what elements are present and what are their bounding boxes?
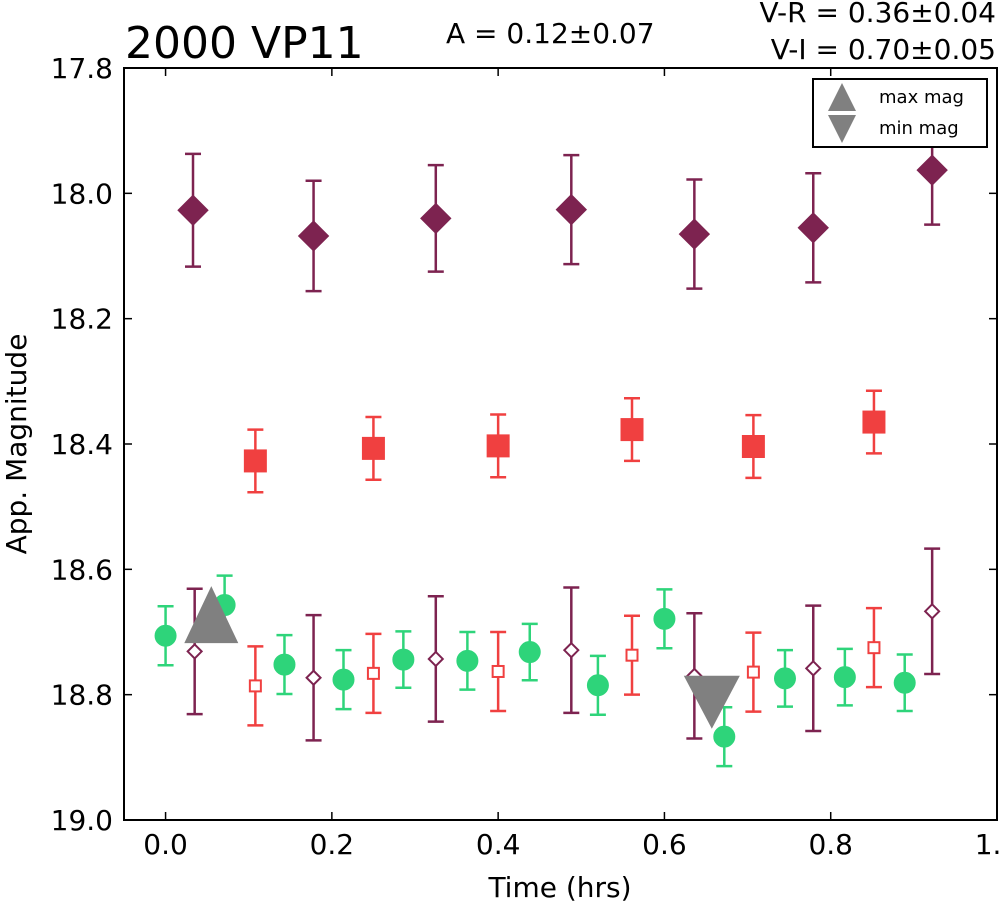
data-point	[804, 659, 822, 677]
y-tick-label: 18.4	[51, 428, 113, 461]
data-point	[392, 648, 415, 671]
plot-frame	[123, 67, 998, 821]
legend-max-mag-label: max mag	[879, 87, 964, 108]
data-marks	[154, 114, 948, 768]
y-tick-label: 18.0	[51, 177, 113, 210]
data-point	[273, 653, 296, 676]
y-tick-label: 19.0	[51, 804, 113, 837]
data-point	[361, 436, 385, 460]
y-tick-label: 18.8	[51, 679, 113, 712]
x-tick-label: 0.8	[808, 828, 853, 861]
axis-ticks: 0.0 0.2 0.4 0.6 0.8 1.0 17.8 18.0 18.2 18.4 18.6 18…	[51, 52, 1000, 861]
x-tick-label: 0.6	[642, 828, 687, 861]
data-point	[586, 674, 609, 697]
x-tick-label: 0.0	[143, 828, 188, 861]
data-point	[248, 679, 262, 693]
data-point	[746, 665, 760, 679]
data-point	[297, 220, 330, 252]
y-tick-label: 18.6	[51, 553, 113, 586]
min-mag-marker	[683, 675, 740, 729]
data-point	[518, 641, 541, 664]
data-point	[366, 666, 380, 680]
data-point	[491, 664, 505, 678]
data-point	[456, 649, 479, 672]
legend-max-mag-icon	[828, 83, 856, 111]
data-point	[420, 202, 452, 235]
data-point	[555, 193, 588, 226]
data-point	[923, 602, 941, 620]
color-vi-annotation: V-I = 0.70±0.05	[771, 33, 996, 66]
data-point	[305, 669, 322, 687]
data-point	[713, 725, 736, 748]
data-point	[678, 218, 711, 250]
x-tick-label: 1.0	[975, 828, 1000, 861]
data-point	[427, 650, 445, 668]
y-tick-label: 17.8	[51, 52, 113, 85]
data-point	[797, 212, 829, 244]
chart-title: 2000 VP11	[125, 18, 364, 69]
data-point	[741, 435, 765, 459]
x-tick-label: 0.2	[310, 828, 355, 861]
data-point	[893, 671, 916, 694]
data-point	[332, 668, 355, 691]
y-tick-label: 18.2	[51, 303, 113, 336]
max-mag-marker	[184, 586, 239, 644]
data-point	[916, 154, 948, 186]
y-axis-label: App. Magnitude	[0, 334, 33, 555]
color-vr-annotation: V-R = 0.36±0.04	[760, 0, 996, 29]
data-point	[486, 434, 510, 458]
data-point	[186, 643, 204, 660]
legend-min-mag-label: min mag	[879, 118, 959, 139]
x-tick-label: 0.4	[476, 828, 521, 861]
legend-min-mag-icon	[828, 115, 856, 143]
data-point	[620, 418, 644, 442]
data-point	[154, 624, 177, 647]
data-point	[625, 648, 639, 662]
data-point	[867, 641, 881, 655]
legend: max mag min mag	[812, 78, 988, 148]
data-point	[562, 641, 580, 659]
amplitude-annotation: A = 0.12±0.07	[446, 17, 655, 50]
data-point	[653, 607, 676, 630]
data-point	[862, 410, 886, 434]
data-point	[833, 666, 856, 689]
data-point	[177, 194, 209, 226]
data-point	[773, 667, 796, 690]
data-point	[243, 449, 267, 473]
x-axis-label: Time (hrs)	[487, 871, 631, 901]
